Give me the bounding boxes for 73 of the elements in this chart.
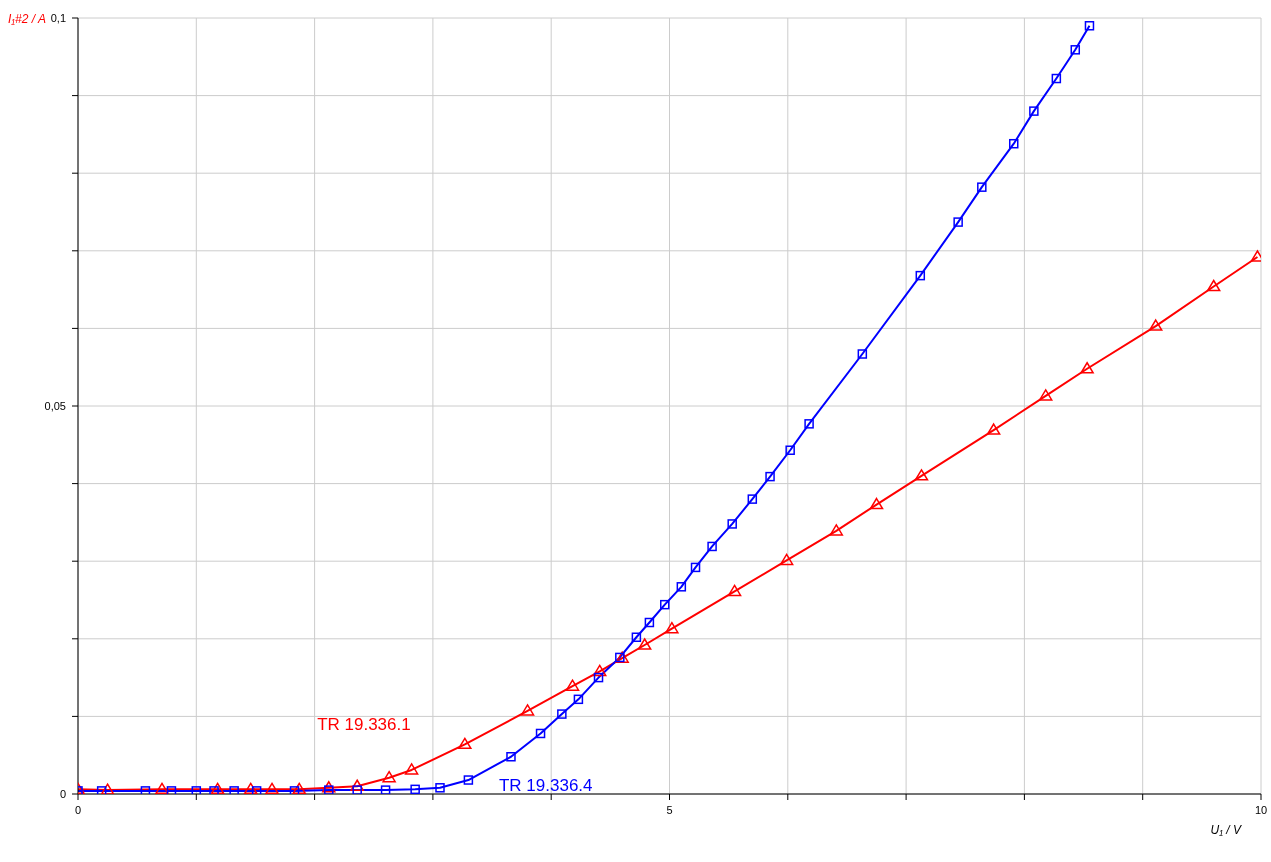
point: [637, 638, 652, 650]
y-tick-label: 0: [59, 788, 66, 800]
point: [506, 752, 516, 762]
point: [243, 782, 258, 794]
point: [565, 679, 580, 691]
point: [829, 524, 844, 536]
point: [1084, 21, 1095, 31]
series-label: TR 19.336.4: [498, 775, 593, 795]
point: [690, 562, 701, 573]
point: [1206, 279, 1221, 292]
point: [631, 632, 642, 642]
point: [1009, 138, 1019, 149]
point: [458, 737, 472, 750]
point: [322, 781, 336, 793]
point: [644, 617, 655, 628]
point: [869, 497, 884, 510]
point: [857, 349, 868, 359]
point: [1051, 73, 1062, 84]
point: [435, 783, 445, 793]
point: [986, 423, 1001, 435]
point: [155, 782, 169, 794]
point: [166, 786, 177, 794]
point: [140, 786, 151, 794]
point: [535, 728, 546, 739]
point: [804, 419, 814, 429]
point: [665, 621, 679, 634]
point: [660, 599, 670, 610]
point: [289, 786, 300, 794]
point: [953, 217, 963, 227]
point: [404, 763, 419, 775]
point: [707, 541, 717, 552]
point: [727, 519, 737, 529]
point: [1070, 45, 1081, 55]
point: [727, 584, 742, 597]
point: [410, 784, 420, 794]
point: [100, 783, 115, 794]
point: [573, 694, 584, 705]
point: [350, 779, 364, 791]
point: [779, 553, 794, 566]
point: [210, 782, 225, 794]
point: [463, 775, 474, 785]
x-tick-label: 10: [1254, 804, 1268, 816]
x-tick-label: 0: [74, 804, 82, 816]
point: [1080, 362, 1094, 374]
point: [265, 782, 279, 794]
point: [191, 786, 202, 794]
x-tick-label: 5: [666, 804, 673, 816]
point: [557, 709, 567, 719]
point: [747, 494, 758, 504]
series-label: TR 19.336.1: [317, 714, 411, 734]
point: [615, 652, 625, 663]
point: [914, 469, 929, 481]
point: [96, 786, 107, 794]
point: [977, 182, 987, 192]
point: [1148, 319, 1163, 331]
point: [765, 471, 775, 482]
point: [915, 270, 926, 281]
point: [592, 664, 607, 677]
x-axis-title: U₁ / V: [1210, 823, 1242, 837]
point: [676, 582, 687, 592]
y-axis-title: I₁#2 / A: [8, 12, 47, 26]
point: [251, 786, 262, 794]
point: [1038, 389, 1053, 401]
point: [785, 445, 795, 455]
y-tick-label: 0,05: [44, 400, 66, 412]
point: [593, 672, 604, 683]
point: [615, 651, 629, 663]
point: [520, 704, 535, 716]
point: [1029, 106, 1039, 116]
y-tick-label: 0,1: [50, 12, 66, 24]
point: [292, 782, 306, 794]
point: [382, 770, 396, 783]
point: [380, 785, 391, 794]
